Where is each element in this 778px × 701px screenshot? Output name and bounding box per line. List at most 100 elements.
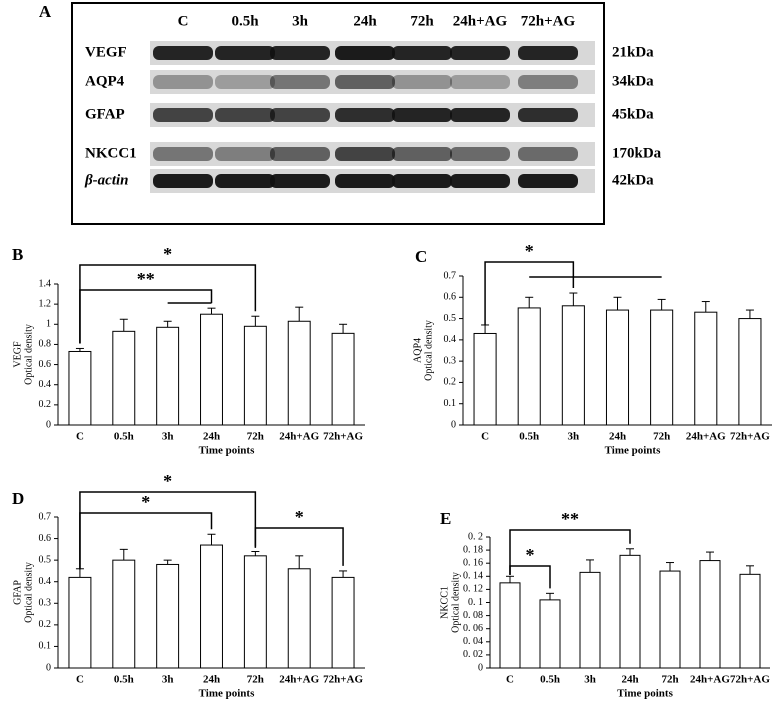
bar [200, 313, 223, 426]
bar [243, 555, 267, 669]
bar [331, 332, 355, 426]
weight-label: 34kDa [612, 73, 654, 89]
blot-band [153, 147, 213, 161]
y-tick-label: 1.4 [39, 278, 52, 289]
y-axis-label: AQP4 [412, 338, 423, 363]
bar [499, 582, 521, 669]
panel-letter: D [12, 489, 24, 508]
bar [68, 350, 92, 426]
panel-letter: A [39, 2, 52, 21]
y-tick-label: 0. 12 [463, 584, 483, 595]
blot-band [518, 75, 578, 89]
blot-band [518, 147, 578, 161]
x-tick-label: 72h [247, 431, 264, 443]
blot-band [153, 174, 213, 188]
significance-label: * [163, 471, 172, 491]
y-tick-label: 0.7 [39, 511, 52, 522]
protein-label: GFAP [85, 106, 125, 122]
panel-letter: B [12, 245, 23, 264]
bar [650, 309, 674, 426]
blot-band [215, 108, 275, 122]
significance-label: * [163, 244, 172, 264]
blot-band [392, 147, 452, 161]
bar [473, 332, 497, 426]
blot-band [450, 46, 510, 60]
y-tick-label: 0.2 [39, 619, 52, 630]
significance-label: * [295, 507, 304, 527]
significance-label: * [141, 492, 150, 512]
x-axis-label: Time points [199, 688, 255, 700]
bar [539, 599, 561, 669]
x-tick-label: C [481, 431, 489, 443]
protein-label: VEGF [85, 44, 127, 60]
x-tick-label: 24h [203, 674, 220, 686]
y-tick-label: 0. 14 [463, 571, 483, 582]
x-tick-label: C [506, 674, 514, 686]
y-tick-label: 0 [46, 419, 51, 430]
blot-band [392, 75, 452, 89]
y-tick-label: 0. 08 [463, 610, 483, 621]
blot-band [215, 46, 275, 60]
y-axis-label: NKCC1 [439, 586, 450, 619]
y-tick-label: 0.6 [39, 533, 52, 544]
weight-label: 21kDa [612, 44, 654, 60]
bar [579, 571, 601, 669]
lane-label: C [178, 13, 189, 29]
blot-band [450, 147, 510, 161]
blot-band [392, 46, 452, 60]
y-tick-label: 0. 06 [463, 623, 483, 634]
blot-band [335, 147, 395, 161]
blot-band [450, 108, 510, 122]
y-tick-label: 0.5 [444, 313, 457, 324]
blot-band [335, 75, 395, 89]
bar [699, 560, 721, 669]
x-tick-label: 24h [609, 431, 626, 443]
bar [156, 563, 180, 669]
significance-bracket [79, 512, 213, 570]
blot-band [270, 108, 330, 122]
y-axis-label: Optical density [23, 324, 34, 385]
x-tick-label: 3h [162, 431, 174, 443]
significance-bracket [79, 491, 257, 570]
significance-bracket [484, 261, 575, 326]
blot-band [335, 174, 395, 188]
x-tick-label: 3h [568, 431, 580, 443]
x-tick-label: 72h+AG [730, 431, 770, 443]
blot-band [153, 75, 213, 89]
lane-label: 72h [410, 13, 434, 29]
blot-band [270, 75, 330, 89]
x-tick-label: 24h+AG [690, 674, 730, 686]
y-tick-label: 0.3 [39, 598, 52, 609]
weight-label: 170kDa [612, 145, 662, 161]
blot-band [270, 147, 330, 161]
x-tick-label: 3h [162, 674, 174, 686]
lane-label: 0.5h [231, 13, 259, 29]
y-tick-label: 0.6 [39, 359, 52, 370]
significance-bracket [509, 529, 631, 575]
x-tick-label: 72h+AG [730, 674, 770, 686]
blot-band [450, 75, 510, 89]
significance-label: ** [137, 269, 155, 289]
y-tick-label: 0. 2 [468, 531, 483, 542]
x-tick-label: C [76, 674, 84, 686]
x-tick-label: 72h [661, 674, 678, 686]
blot-band [518, 108, 578, 122]
blot-band [335, 46, 395, 60]
blot-band [518, 174, 578, 188]
x-tick-label: 0.5h [519, 431, 539, 443]
x-axis-label: Time points [199, 445, 255, 457]
y-tick-label: 0.1 [39, 641, 52, 652]
x-tick-label: 24h+AG [279, 431, 319, 443]
panel-letter: E [440, 509, 451, 528]
x-axis-label: Time points [605, 445, 661, 457]
blot-band [153, 46, 213, 60]
lane-label: 24h+AG [453, 13, 508, 29]
blot-frame [71, 2, 605, 225]
y-tick-label: 0.3 [444, 355, 457, 366]
significance-label: ** [561, 509, 579, 529]
y-tick-label: 1 [46, 319, 51, 330]
y-tick-label: 0. 18 [463, 544, 483, 555]
y-tick-label: 0.7 [444, 270, 457, 281]
lane-label: 24h [353, 13, 377, 29]
